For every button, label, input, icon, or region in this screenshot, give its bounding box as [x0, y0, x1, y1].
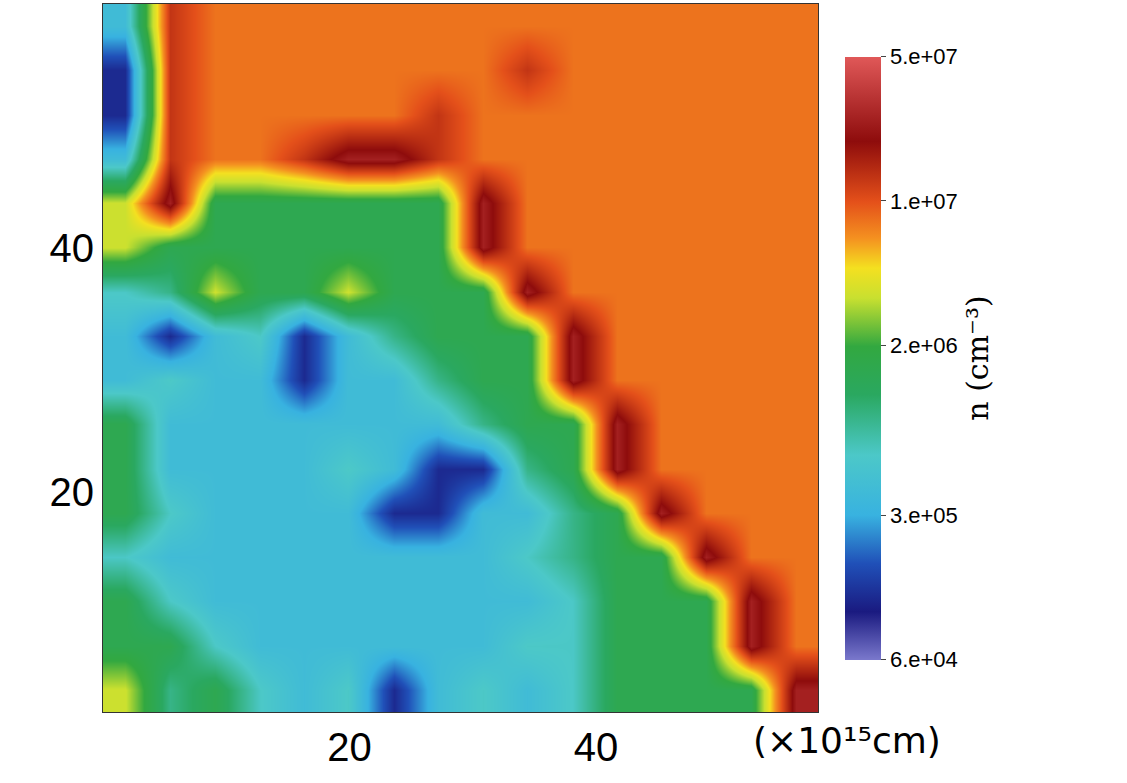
svg-text:40: 40	[50, 226, 95, 270]
svg-text:20: 20	[327, 725, 372, 769]
svg-text:n (cm⁻³): n (cm⁻³)	[960, 295, 995, 420]
svg-text:(×10¹⁵cm): (×10¹⁵cm)	[753, 720, 941, 761]
svg-text:6.e+04: 6.e+04	[890, 647, 958, 672]
svg-text:1.e+07: 1.e+07	[890, 189, 958, 214]
svg-text:2.e+06: 2.e+06	[890, 333, 958, 358]
svg-text:3.e+05: 3.e+05	[890, 503, 958, 528]
svg-text:20: 20	[50, 470, 95, 514]
svg-text:5.e+07: 5.e+07	[890, 44, 958, 69]
svg-text:40: 40	[574, 725, 619, 769]
